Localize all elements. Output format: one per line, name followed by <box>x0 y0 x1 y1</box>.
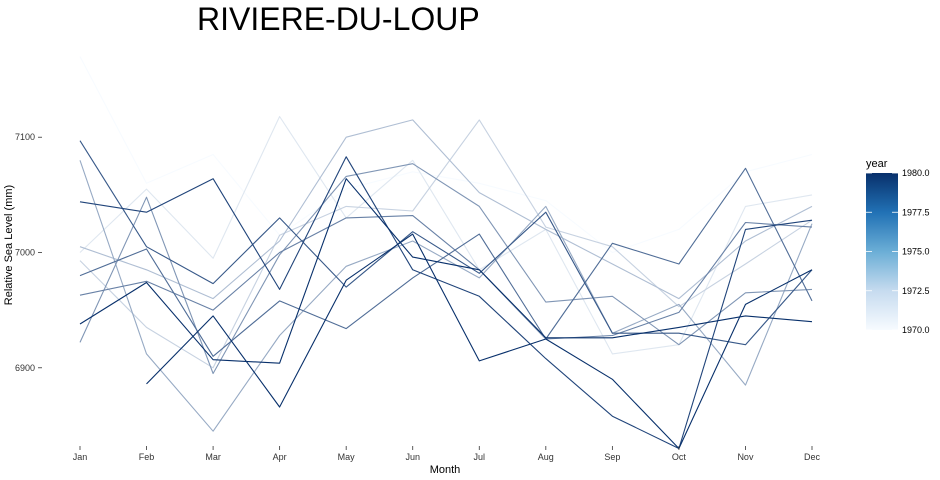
x-tick-label: Aug <box>538 452 554 462</box>
y-tick-label: 6900 <box>15 363 35 373</box>
series-line-1974 <box>79 160 813 432</box>
series-line-1980 <box>79 178 813 364</box>
y-tick-label: 7100 <box>15 132 35 142</box>
series-line-1978 <box>79 140 813 346</box>
legend-tick-label: 1975.0 <box>902 247 930 257</box>
chart-title: RIVIERE-DU-LOUP <box>197 1 480 37</box>
x-tick-label: Oct <box>672 452 687 462</box>
legend-tick-label: 1980.0 <box>902 168 930 178</box>
series-line-1972 <box>79 119 813 369</box>
plot-area <box>79 56 813 450</box>
x-tick-label: Jan <box>73 452 88 462</box>
series-line-1979 <box>79 156 813 450</box>
x-tick-label: Apr <box>273 452 287 462</box>
series-line-1976 <box>79 215 813 340</box>
x-tick-label: Nov <box>737 452 754 462</box>
x-tick-label: Sep <box>604 452 620 462</box>
x-tick-label: Jul <box>474 452 486 462</box>
y-axis-label: Relative Sea Level (mm) <box>3 185 15 305</box>
y-tick-label: 7000 <box>15 248 35 258</box>
legend-tick-label: 1972.5 <box>902 286 930 296</box>
color-legend: year 1970.0 1972.5 1975.0 1977.5 1980.0 <box>866 158 930 335</box>
series-line-1971 <box>79 115 813 355</box>
x-tick-label: Jun <box>405 452 420 462</box>
legend-ticks: 1970.0 1972.5 1975.0 1977.5 1980.0 <box>866 168 930 335</box>
series-line-1977 <box>79 167 813 357</box>
x-tick-label: May <box>338 452 356 462</box>
series-line-1981 <box>146 233 813 450</box>
legend-tick-label: 1977.5 <box>902 207 930 217</box>
x-tick-label: Feb <box>139 452 155 462</box>
legend-title: year <box>866 158 888 170</box>
y-axis: 6900 7000 7100 <box>15 132 42 373</box>
series-line-1970 <box>79 56 813 254</box>
x-axis: Jan Feb Mar Apr May Jun Jul Aug Sep Oct Nov Dec <box>73 446 821 462</box>
x-tick-label: Dec <box>804 452 821 462</box>
x-tick-label: Mar <box>205 452 221 462</box>
series-line-1973 <box>79 119 813 300</box>
series-line-1975 <box>79 163 813 375</box>
legend-tick-label: 1970.0 <box>902 325 930 335</box>
x-axis-label: Month <box>430 464 461 476</box>
